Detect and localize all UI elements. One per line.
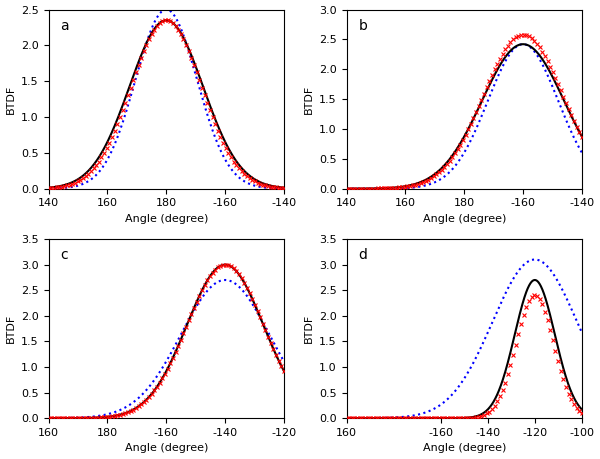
X-axis label: Angle (degree): Angle (degree)	[125, 214, 208, 224]
X-axis label: Angle (degree): Angle (degree)	[422, 443, 506, 453]
X-axis label: Angle (degree): Angle (degree)	[125, 443, 208, 453]
Y-axis label: BTDF: BTDF	[5, 84, 16, 114]
Text: d: d	[358, 248, 367, 262]
Text: a: a	[61, 18, 69, 33]
Y-axis label: BTDF: BTDF	[304, 314, 313, 343]
Text: c: c	[61, 248, 68, 262]
Y-axis label: BTDF: BTDF	[5, 314, 16, 343]
Text: b: b	[358, 18, 367, 33]
Y-axis label: BTDF: BTDF	[304, 84, 313, 114]
X-axis label: Angle (degree): Angle (degree)	[422, 214, 506, 224]
